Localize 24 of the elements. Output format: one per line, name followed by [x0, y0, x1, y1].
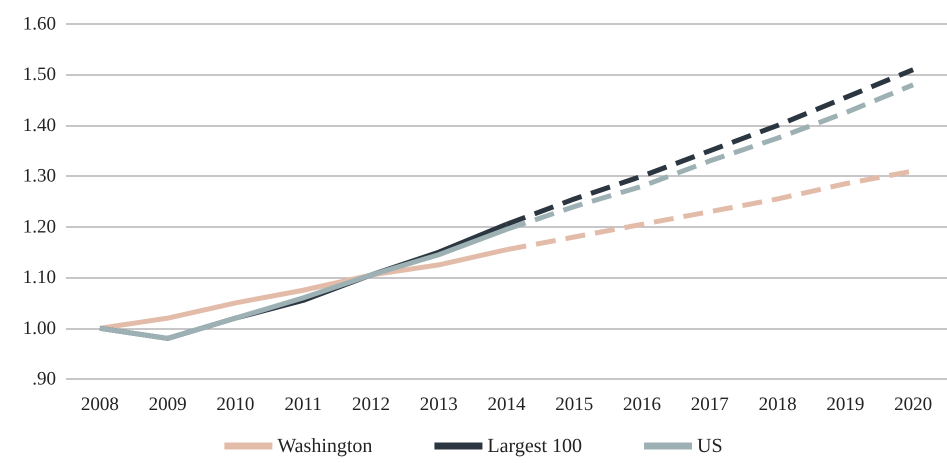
y-tick-label: 1.40	[22, 114, 56, 136]
x-tick-label: 2016	[623, 394, 662, 415]
x-tick-label: 2017	[690, 394, 729, 415]
y-tick-label: 1.50	[22, 64, 56, 86]
y-tick-label: 1.20	[22, 216, 56, 238]
x-tick-label: 2014	[488, 394, 526, 415]
x-tick-label: 2015	[555, 394, 594, 415]
x-tick-label: 2011	[284, 394, 322, 415]
y-tick-label: 1.00	[22, 318, 56, 339]
y-tick-label: 1.30	[22, 166, 56, 187]
x-tick-label: 2008	[80, 394, 119, 415]
x-tick-label: 2020	[894, 394, 932, 415]
legend-label: Largest 100	[487, 435, 582, 457]
y-tick-label: 1.10	[22, 267, 56, 288]
x-tick-label: 2019	[826, 394, 864, 415]
legend-label: Washington	[277, 435, 372, 457]
x-tick-label: 2009	[148, 394, 187, 415]
y-tick-label: .90	[32, 368, 56, 390]
legend-label: US	[697, 435, 723, 457]
x-tick-label: 2012	[352, 394, 390, 415]
x-tick-label: 2013	[420, 394, 458, 415]
x-tick-label: 2018	[758, 394, 797, 415]
x-tick-label: 2010	[216, 394, 254, 415]
y-tick-label: 1.60	[22, 14, 56, 34]
